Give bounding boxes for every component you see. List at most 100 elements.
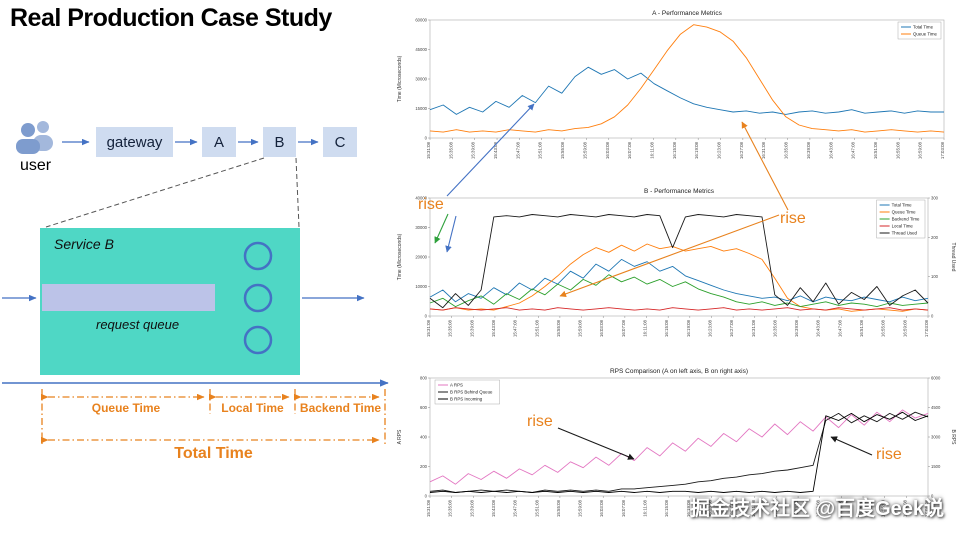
svg-text:16:59:08: 16:59:08 [918,141,923,159]
svg-text:15:51:08: 15:51:08 [538,141,543,159]
svg-text:3000: 3000 [931,435,941,440]
watermark: 掘金技术社区 @百度Geek说 [669,492,944,521]
svg-text:16:55:08: 16:55:08 [881,499,886,517]
svg-text:16:03:08: 16:03:08 [599,499,604,517]
service-b-title: Service B [54,236,114,252]
svg-text:16:27:08: 16:27:08 [729,319,734,337]
chart-b-performance-metrics: B - Performance Metrics Time (Microsecond… [394,184,956,356]
svg-text:Thread Used: Thread Used [950,243,956,272]
flow-node-b: B [263,127,296,157]
svg-text:16:07:08: 16:07:08 [627,141,632,159]
user-icon [16,121,53,154]
flow-node-c: C [323,127,357,157]
svg-text:15:55:08: 15:55:08 [556,319,561,337]
svg-text:16:35:08: 16:35:08 [784,141,789,159]
annotation-rise-chart-b-right: rise [780,210,806,227]
svg-text:16:59:08: 16:59:08 [902,499,907,517]
svg-text:15:47:08: 15:47:08 [513,499,518,517]
svg-text:16:43:08: 16:43:08 [828,141,833,159]
svg-text:16:51:08: 16:51:08 [859,499,864,517]
svg-text:0: 0 [931,494,934,499]
svg-text:16:55:08: 16:55:08 [881,319,886,337]
svg-text:300: 300 [931,196,939,201]
svg-text:15:55:08: 15:55:08 [556,499,561,517]
svg-text:400: 400 [420,435,428,440]
svg-text:Total Time: Total Time [892,203,913,208]
svg-text:0: 0 [425,494,428,499]
flow-node-gateway: gateway [96,127,173,157]
annotation-rise-rps-a: rise [527,413,553,430]
svg-text:16:15:08: 16:15:08 [672,141,677,159]
juejin-logo-icon [669,499,685,514]
svg-text:0: 0 [425,314,428,319]
user-front-figure [16,123,40,154]
svg-text:16:43:08: 16:43:08 [816,319,821,337]
svg-text:Time (Microseconds): Time (Microseconds) [397,233,403,280]
svg-text:16:59:08: 16:59:08 [902,319,907,337]
svg-text:16:39:08: 16:39:08 [794,499,799,517]
svg-text:15:55:08: 15:55:08 [560,141,565,159]
svg-text:30000: 30000 [415,225,427,230]
svg-text:16:15:08: 16:15:08 [664,499,669,517]
svg-text:Total Time: Total Time [913,25,934,30]
svg-text:10000: 10000 [415,284,427,289]
svg-text:200: 200 [420,464,428,469]
svg-text:B RPS Incoming: B RPS Incoming [450,397,483,402]
svg-text:6000: 6000 [931,376,941,381]
svg-text:0: 0 [425,136,428,141]
svg-text:15:59:08: 15:59:08 [578,319,583,337]
svg-text:4500: 4500 [931,405,941,410]
svg-text:15:31:08: 15:31:08 [426,141,431,159]
svg-text:15:31:08: 15:31:08 [426,319,431,337]
timeline-annotation-lines [40,389,386,446]
svg-text:16:15:08: 16:15:08 [664,319,669,337]
svg-text:15:47:08: 15:47:08 [515,141,520,159]
svg-text:15:39:08: 15:39:08 [469,319,474,337]
svg-text:15:35:08: 15:35:08 [448,499,453,517]
svg-text:A RPS: A RPS [397,429,403,444]
svg-text:16:07:08: 16:07:08 [621,319,626,337]
svg-text:16:27:08: 16:27:08 [729,499,734,517]
svg-text:16:23:08: 16:23:08 [717,141,722,159]
svg-text:60000: 60000 [415,18,427,23]
svg-text:16:19:08: 16:19:08 [686,499,691,517]
dashed-line-right [295,157,300,228]
svg-text:Thread Used: Thread Used [892,231,918,236]
svg-text:A RPS: A RPS [450,383,463,388]
svg-text:16:35:08: 16:35:08 [772,499,777,517]
svg-text:B RPS: B RPS [950,429,956,445]
svg-text:16:07:08: 16:07:08 [621,499,626,517]
svg-text:16:47:08: 16:47:08 [851,141,856,159]
svg-text:16:39:08: 16:39:08 [806,141,811,159]
svg-text:16:03:08: 16:03:08 [599,319,604,337]
svg-text:40000: 40000 [415,196,427,201]
svg-text:16:47:08: 16:47:08 [837,319,842,337]
svg-text:16:11:08: 16:11:08 [649,141,654,158]
svg-text:16:11:08: 16:11:08 [643,319,648,336]
svg-text:Local Time: Local Time [892,224,914,229]
svg-text:15:43:08: 15:43:08 [491,499,496,517]
svg-text:0: 0 [931,314,934,319]
svg-text:800: 800 [420,376,428,381]
svg-text:30000: 30000 [415,77,427,82]
local-time-label: Local Time [221,401,284,415]
svg-text:16:43:08: 16:43:08 [816,499,821,517]
request-queue-label: request queue [96,317,180,332]
svg-text:15000: 15000 [415,106,427,111]
flow-node-a: A [202,127,236,157]
watermark-text: 掘金技术社区 @百度Geek说 [690,498,944,520]
svg-text:15:47:08: 15:47:08 [513,319,518,337]
request-queue-bar [42,284,215,311]
svg-text:16:19:08: 16:19:08 [694,141,699,159]
svg-text:15:51:08: 15:51:08 [534,499,539,517]
svg-text:15:39:08: 15:39:08 [471,141,476,159]
svg-text:B - Performance Metrics: B - Performance Metrics [644,188,715,195]
svg-text:16:31:08: 16:31:08 [751,319,756,337]
svg-text:16:27:08: 16:27:08 [739,141,744,159]
svg-text:16:51:08: 16:51:08 [859,319,864,337]
svg-text:1500: 1500 [931,464,941,469]
svg-text:15:39:08: 15:39:08 [469,499,474,517]
svg-text:16:11:08: 16:11:08 [643,499,648,516]
annotation-rise-rps-b: rise [876,446,902,463]
annotation-rise-chart-b-left: rise [418,196,444,213]
